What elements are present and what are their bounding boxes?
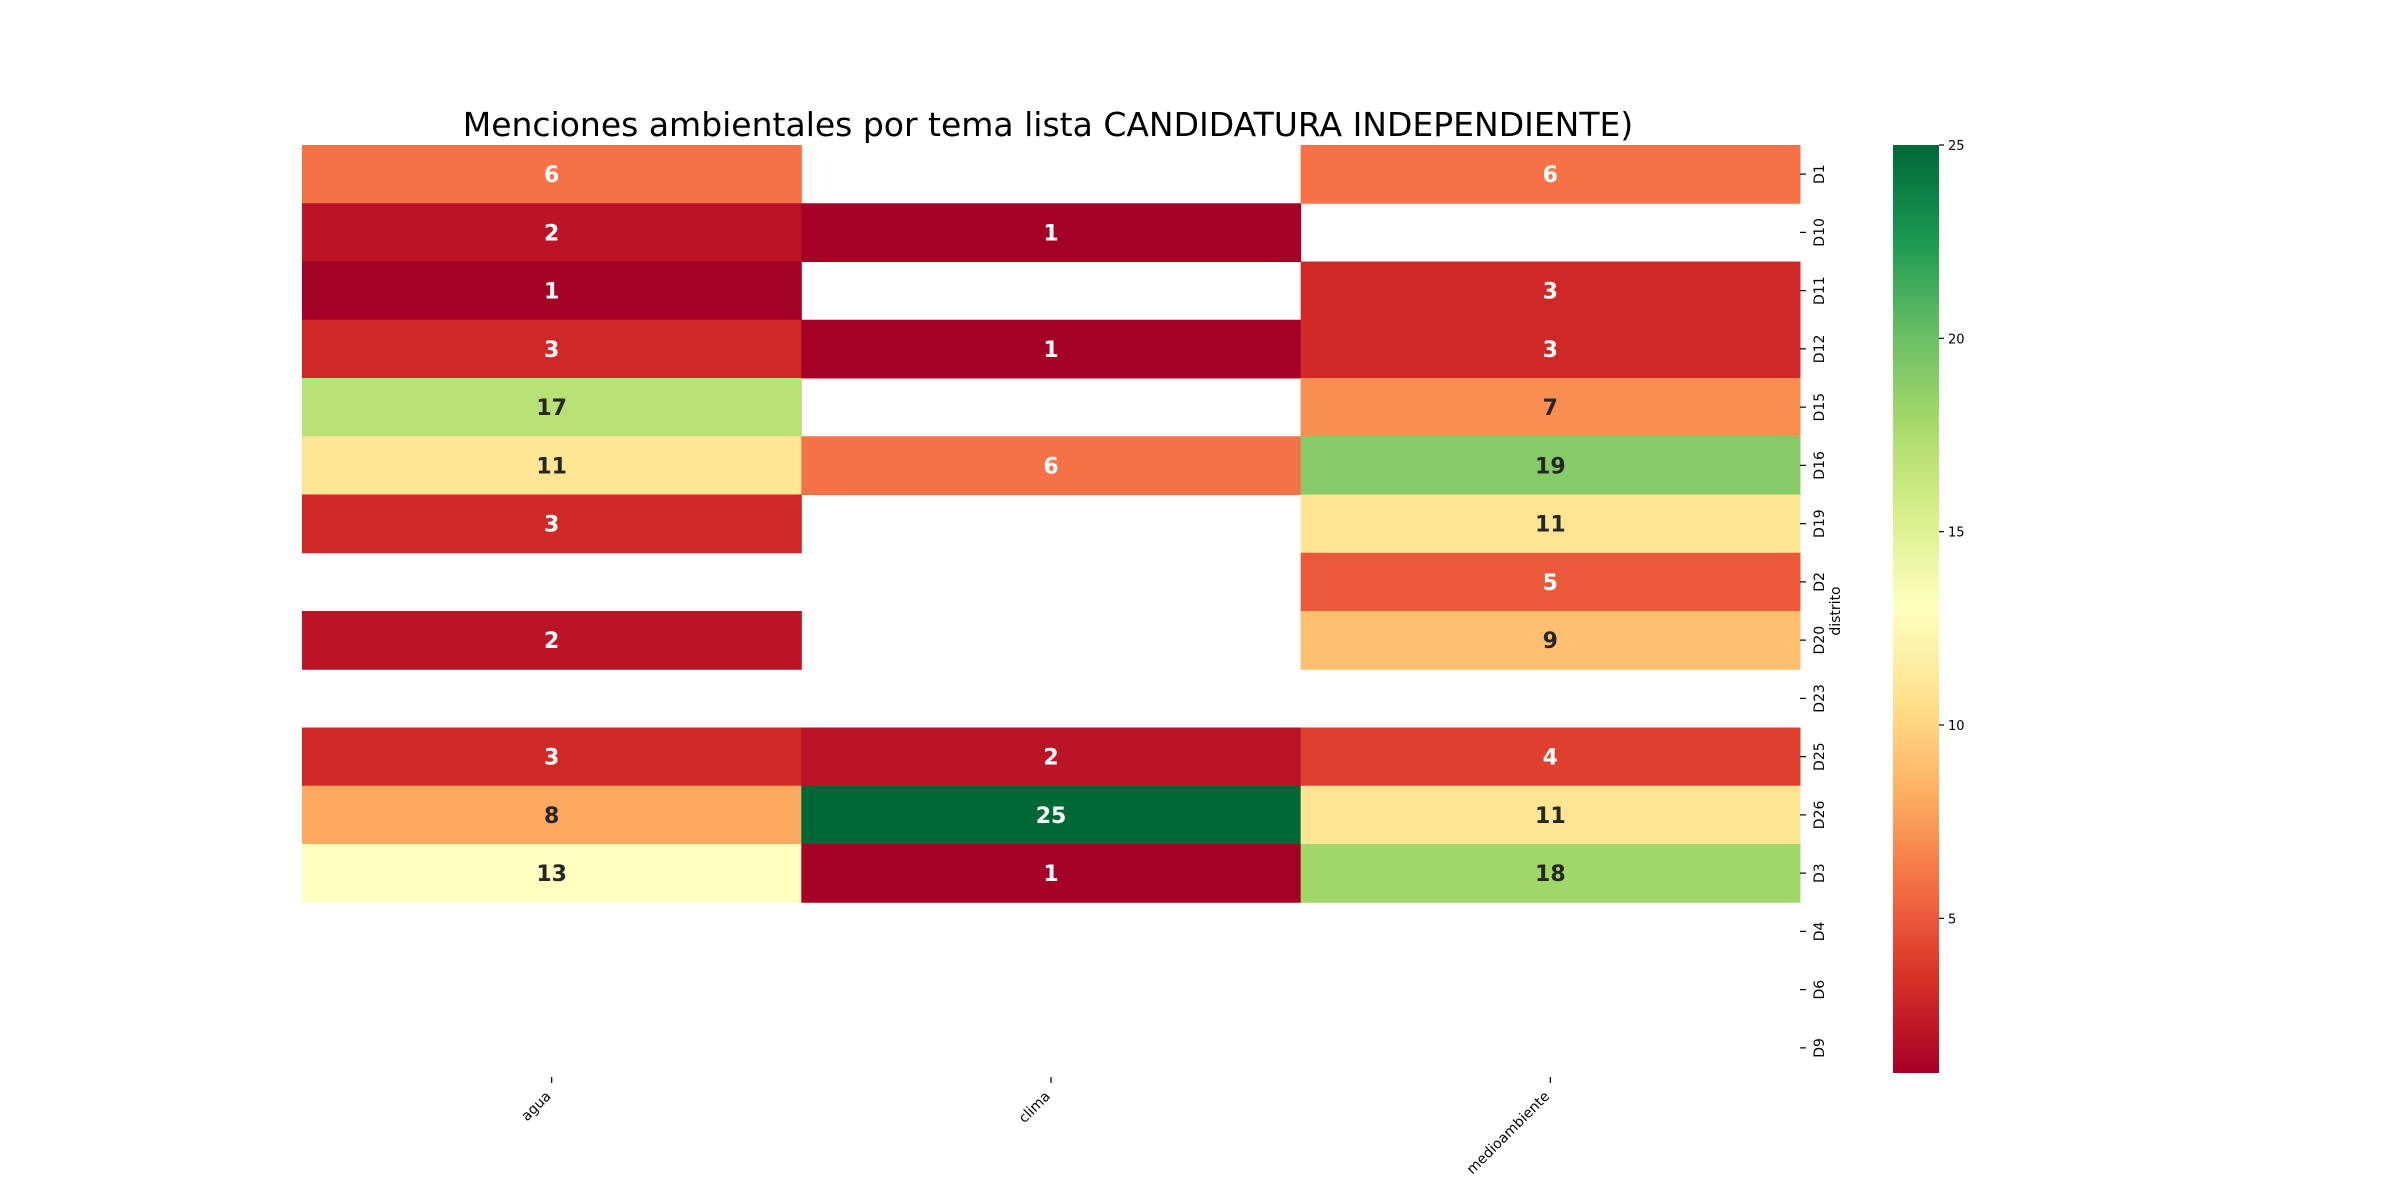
cell-value-label: 6 — [1043, 454, 1058, 479]
cell-value-label: 2 — [544, 629, 559, 654]
cell-value-label: 6 — [1543, 163, 1558, 188]
y-tick-label: D2 — [1812, 572, 1828, 592]
y-axis-label: distrito — [1828, 586, 1844, 635]
heatmap-cell — [302, 261, 802, 321]
heatmap-cell — [302, 203, 802, 262]
heatmap-cell — [1300, 261, 1801, 321]
cell-value-label: 3 — [1543, 338, 1558, 363]
colorbar-gradient — [1893, 145, 1939, 1073]
y-tick-label: D10 — [1812, 218, 1828, 247]
heatmap-cell — [302, 436, 802, 495]
heatmap-cell — [1300, 145, 1801, 204]
heatmap-cell — [1300, 436, 1801, 495]
y-tick-label: D20 — [1812, 626, 1828, 655]
cell-value-label: 6 — [544, 163, 559, 188]
cell-value-label: 11 — [536, 454, 567, 479]
heatmap-cell — [1300, 552, 1801, 612]
heatmap-cell — [801, 436, 1302, 495]
colorbar-tick-label: 15 — [1948, 526, 1965, 541]
cell-value-label: 3 — [544, 746, 559, 771]
cell-value-label: 17 — [536, 396, 567, 421]
cell-value-label: 1 — [1043, 862, 1058, 887]
y-tick-label: D16 — [1812, 451, 1828, 480]
cell-value-label: 4 — [1543, 746, 1558, 771]
heatmap-cell — [1300, 319, 1801, 379]
cell-value-label: 18 — [1535, 862, 1566, 887]
cell-value-label: 3 — [1543, 280, 1558, 305]
heatmap-cell — [1300, 611, 1801, 670]
cell-value-label: 9 — [1543, 629, 1558, 654]
cell-value-label: 25 — [1036, 804, 1067, 829]
cell-value-label: 1 — [1043, 221, 1058, 246]
y-tick-label: D19 — [1812, 509, 1828, 538]
cell-value-label: 5 — [1543, 571, 1558, 596]
y-tick-label: D12 — [1812, 335, 1828, 364]
colorbar-tick-label: 20 — [1948, 332, 1965, 347]
colorbar-tick-label: 10 — [1948, 719, 1965, 734]
heatmap-cell — [1300, 494, 1801, 554]
x-axis: agua clima medioambiente — [518, 1077, 1553, 1178]
x-tick-label: medioambiente — [1464, 1089, 1553, 1178]
colorbar-tick-label: 25 — [1948, 139, 1965, 154]
colorbar: 5 10 15 20 25 — [1893, 139, 1965, 1073]
cell-value-label: 3 — [544, 513, 559, 538]
y-tick-label: D4 — [1812, 921, 1828, 941]
y-tick-label: D15 — [1812, 393, 1828, 422]
cell-value-label: 2 — [544, 221, 559, 246]
heatmap-cell — [801, 785, 1302, 845]
heatmap-cell — [1300, 785, 1801, 845]
cell-value-label: 11 — [1535, 513, 1566, 538]
heatmap-cell — [1300, 378, 1801, 437]
cell-value-label: 1 — [1043, 338, 1058, 363]
y-tick-label: D23 — [1812, 684, 1828, 713]
heatmap-cell — [302, 494, 802, 554]
heatmap-cell — [801, 844, 1302, 903]
y-tick-label: D6 — [1812, 980, 1828, 1000]
cell-value-label: 7 — [1543, 396, 1558, 421]
heatmap-cell — [302, 727, 802, 787]
cell-value-label: 3 — [544, 338, 559, 363]
y-axis: D1 D10 D11 D12 D15 D16 D19 D2 D20 D23 D25 D26 D3 D4 D6… — [1800, 164, 1828, 1058]
heatmap-cell — [302, 844, 802, 903]
heatmap-cell — [1300, 727, 1801, 787]
heatmap-cell — [801, 203, 1302, 262]
y-tick-label: D1 — [1812, 164, 1828, 184]
y-tick-label: D25 — [1812, 742, 1828, 771]
heatmap-cell — [302, 785, 802, 845]
cell-value-label: 1 — [544, 280, 559, 305]
y-tick-label: D11 — [1812, 276, 1828, 305]
cell-value-label: 13 — [536, 862, 567, 887]
cell-value-label: 11 — [1535, 804, 1566, 829]
x-tick-label: agua — [518, 1089, 554, 1125]
cell-value-label: 2 — [1043, 746, 1058, 771]
chart-title: Menciones ambientales por tema lista CAN… — [463, 105, 1634, 144]
cell-value-label: 19 — [1535, 454, 1566, 479]
heatmap-cells — [302, 145, 1801, 903]
x-tick-label: clima — [1016, 1089, 1054, 1127]
colorbar-tick-label: 5 — [1948, 912, 1956, 927]
heatmap-cell — [302, 319, 802, 379]
heatmap-cell — [302, 378, 802, 437]
cell-value-label: 8 — [544, 804, 559, 829]
heatmap-cell — [1300, 844, 1801, 903]
y-tick-label: D3 — [1812, 863, 1828, 883]
heatmap-cell — [302, 145, 802, 204]
y-tick-label: D26 — [1812, 800, 1828, 829]
y-tick-label: D9 — [1812, 1038, 1828, 1058]
heatmap-cell — [302, 611, 802, 670]
heatmap-cell — [801, 319, 1302, 379]
heatmap-cell — [801, 727, 1302, 787]
